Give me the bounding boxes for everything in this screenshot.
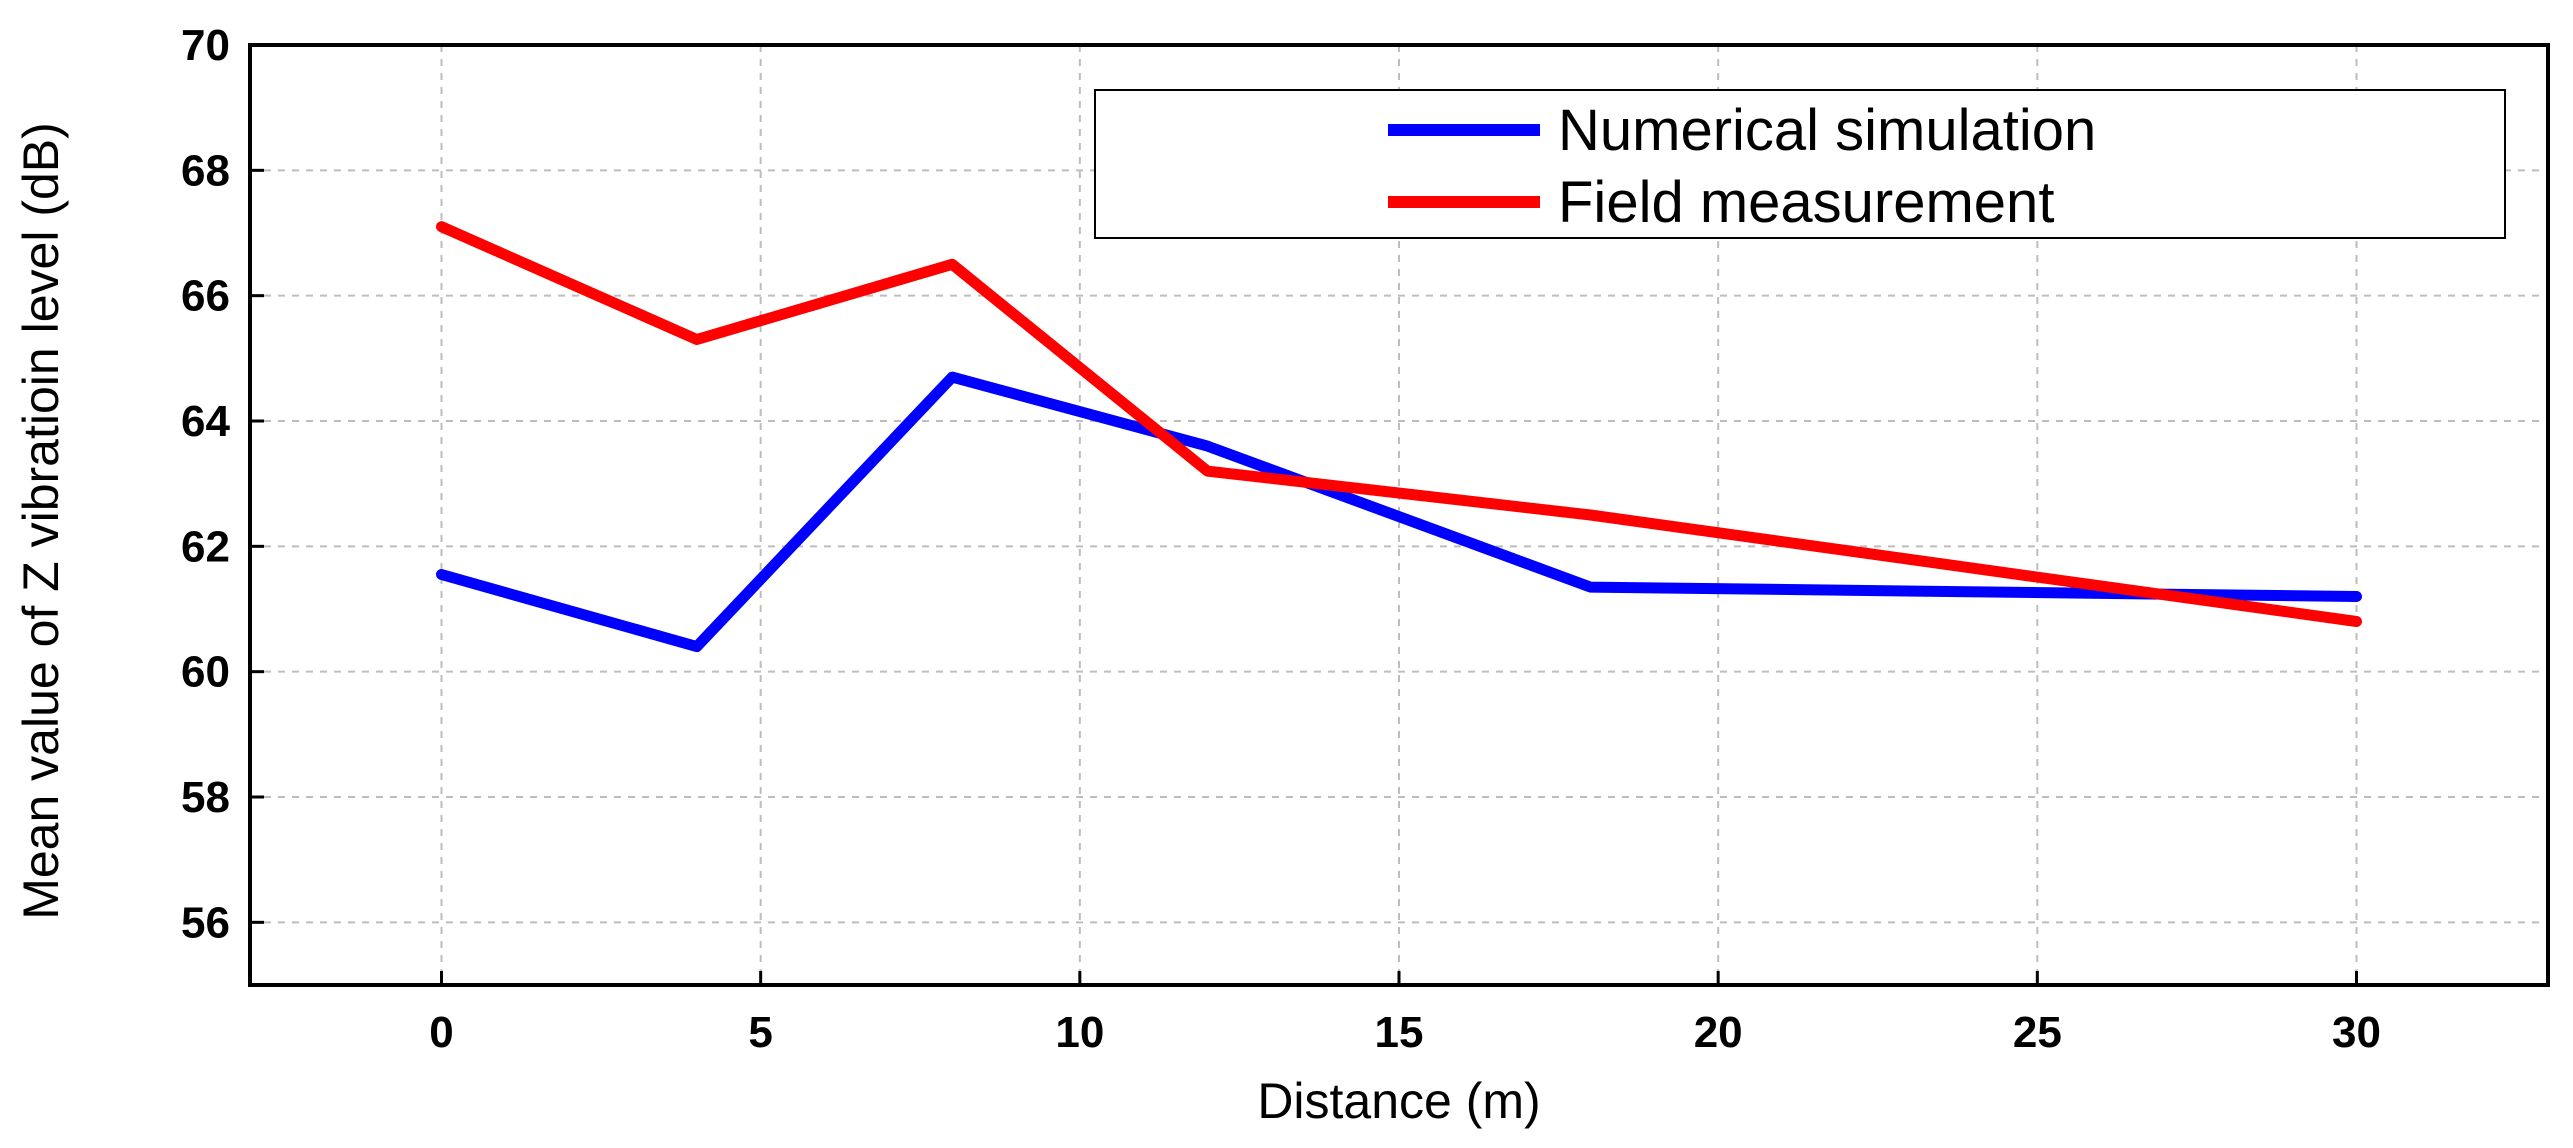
x-tick-label: 20 <box>1694 1008 1743 1057</box>
y-tick-label: 60 <box>181 648 230 697</box>
x-axis-title: Distance (m) <box>1257 1073 1540 1129</box>
x-tick-label: 0 <box>429 1008 453 1057</box>
legend: Numerical simulation Field measurement <box>1094 89 2506 239</box>
legend-label-numerical-simulation: Numerical simulation <box>1558 98 2096 163</box>
tick-labels: 0 5 10 15 20 25 30 56 58 60 62 64 66 68 70 <box>181 21 2381 1057</box>
x-tick-label: 15 <box>1375 1008 1424 1057</box>
series-lines <box>436 221 2362 653</box>
y-tick-label: 64 <box>181 397 230 446</box>
series-line-numerical-simulation <box>436 371 2362 653</box>
axis-ticks <box>250 43 2358 985</box>
y-tick-label: 66 <box>181 272 230 321</box>
y-tick-label: 56 <box>181 898 230 947</box>
x-tick-label: 30 <box>2332 1008 2381 1057</box>
legend-box <box>1094 89 2506 239</box>
x-tick-label: 5 <box>748 1008 772 1057</box>
y-tick-label: 62 <box>181 522 230 571</box>
x-tick-label: 10 <box>1055 1008 1104 1057</box>
legend-label-field-measurement: Field measurement <box>1558 170 2054 235</box>
y-axis-title: Mean value of Z vibratioin level (dB) <box>13 122 69 920</box>
y-tick-label: 70 <box>181 21 230 70</box>
y-tick-label: 68 <box>181 146 230 195</box>
x-tick-label: 25 <box>2013 1008 2062 1057</box>
series-line-field-measurement <box>436 221 2362 627</box>
y-tick-label: 58 <box>181 773 230 822</box>
